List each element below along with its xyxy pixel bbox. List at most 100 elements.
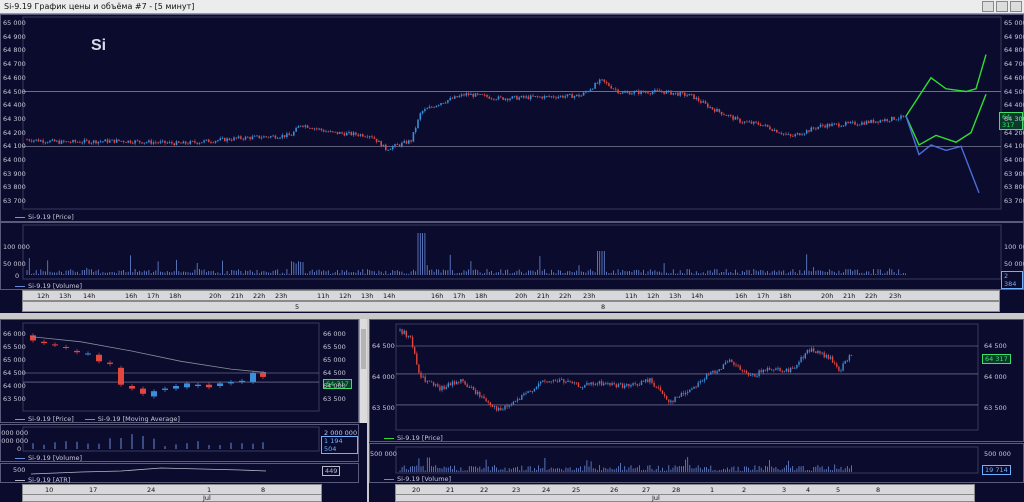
price-ytick: 64 900 [3, 32, 26, 41]
candle-body [731, 359, 733, 363]
top-day-axis[interactable]: 5 8 [22, 301, 1000, 312]
candle-body [796, 364, 798, 368]
candle-body [373, 137, 376, 139]
candle-body [408, 140, 410, 144]
bottom-left-price-panel[interactable]: 64 317 Si-9.19 [Price] Si-9.19 [Moving A… [0, 319, 359, 423]
legend-line-icon [15, 457, 25, 459]
candle-body [615, 384, 617, 388]
candle-body [479, 392, 481, 397]
candle-body [214, 141, 217, 143]
candle-body [697, 97, 700, 101]
candle-body [437, 104, 440, 106]
candle-body [754, 373, 756, 377]
price-ytick: 65 000 [323, 356, 346, 364]
candle-body [548, 95, 550, 97]
hour-label: 14h [383, 292, 396, 300]
candle-body [187, 143, 189, 145]
candle-body [217, 140, 219, 142]
candle-body [748, 121, 750, 123]
candle-body [710, 372, 712, 375]
candle-body [842, 363, 844, 371]
bottom-right-volume-panel[interactable]: 500 000 500 000 19 714 Si-9.19 [Volume] [369, 443, 1024, 483]
candle-body [414, 128, 417, 133]
candle-body [453, 381, 456, 385]
candle-body [60, 140, 63, 144]
candle-body [309, 127, 311, 129]
top-price-panel[interactable]: Si 64 317 Si-9.19 [Price] 65 000 64 900 64… [0, 14, 1024, 222]
candle-body [320, 128, 323, 131]
candle-body [424, 376, 426, 382]
candle-body [817, 350, 819, 353]
candle-body [585, 91, 587, 93]
bottom-left-atr-chart[interactable] [1, 464, 360, 484]
candle-body [546, 381, 548, 383]
candle-body [485, 398, 487, 402]
candle-body [603, 79, 606, 82]
vol-ytick: 50 000 [3, 260, 26, 268]
candle-body [752, 373, 754, 375]
horizontal-splitter[interactable] [0, 313, 1024, 319]
candle-body [718, 369, 720, 372]
bottom-left-month-axis[interactable]: Jul [22, 494, 322, 502]
top-time-axis[interactable]: 12h 13h 14h 16h 17h 18h 20h 21h 22h 23h 11h 12h 13h 1… [22, 290, 1000, 301]
candle-body [712, 370, 714, 373]
hour-label: 20h [209, 292, 222, 300]
price-ytick: 64 500 [3, 369, 26, 377]
candle-body [663, 91, 665, 94]
bottom-left-volume-panel[interactable]: 4 000 000 2 000 000 0 2 000 000 0 1 194 … [0, 424, 359, 462]
candle-body [534, 96, 537, 97]
top-price-chart[interactable] [1, 15, 1024, 223]
bottom-right-month-axis[interactable]: Jul [395, 494, 975, 502]
candle-body [569, 380, 571, 382]
hour-label: 13h [669, 292, 682, 300]
candle-body [422, 376, 424, 378]
last-volume-tag: 1 194 504 [321, 436, 358, 454]
candle-body [527, 391, 529, 393]
candle-body [558, 379, 561, 382]
vertical-splitter[interactable] [367, 319, 369, 502]
top-volume-panel[interactable]: 100 000 50 000 0 100 000 50 000 0 2 384 … [0, 222, 1024, 290]
candle-body [83, 139, 86, 143]
close-button[interactable] [1010, 1, 1022, 12]
candle-body [684, 92, 686, 96]
bottom-left-atr-panel[interactable]: 500 449 Si-9.19 [ATR] [0, 463, 360, 484]
candle-body [617, 89, 619, 94]
candle-body [242, 138, 244, 140]
candle-body [113, 139, 116, 143]
scrollbar-thumb[interactable] [361, 329, 366, 369]
candle-body [127, 140, 129, 143]
candle-body [96, 354, 102, 362]
bottom-right-price-chart[interactable] [370, 320, 1024, 443]
candle-body [543, 96, 546, 99]
price-ytick: 64 000 [984, 373, 1007, 381]
candle-body [548, 381, 550, 383]
candle-body [680, 393, 683, 397]
candle-body [782, 133, 785, 135]
bottom-left-volume-chart[interactable] [1, 425, 360, 463]
bottom-left-price-chart[interactable] [1, 320, 360, 424]
candle-body [196, 142, 198, 144]
candle-body [621, 383, 624, 388]
candle-body [318, 128, 320, 130]
candle-body [665, 91, 668, 94]
candle-body [750, 374, 752, 376]
candle-body [649, 378, 651, 383]
maximize-button[interactable] [996, 1, 1008, 12]
candle-body [30, 335, 36, 341]
top-volume-chart[interactable] [1, 223, 1024, 291]
candle-body [437, 384, 439, 387]
candle-body [842, 125, 845, 127]
candle-body [704, 101, 707, 104]
candle-body [687, 392, 689, 393]
candle-body [756, 375, 758, 377]
date-label: 2 [742, 486, 747, 494]
bottom-right-price-panel[interactable]: 64 500 64 000 63 500 64 500 64 000 63 50… [369, 319, 1024, 442]
bottom-left-scrollbar[interactable] [359, 319, 367, 423]
bottom-right-volume-chart[interactable] [370, 444, 1024, 484]
price-ytick: 64 000 [372, 373, 395, 381]
candle-body [378, 141, 380, 142]
minimize-button[interactable] [982, 1, 994, 12]
candle-body [810, 348, 813, 352]
price-ytick: 63 500 [984, 404, 1007, 412]
candle-body [741, 122, 744, 124]
